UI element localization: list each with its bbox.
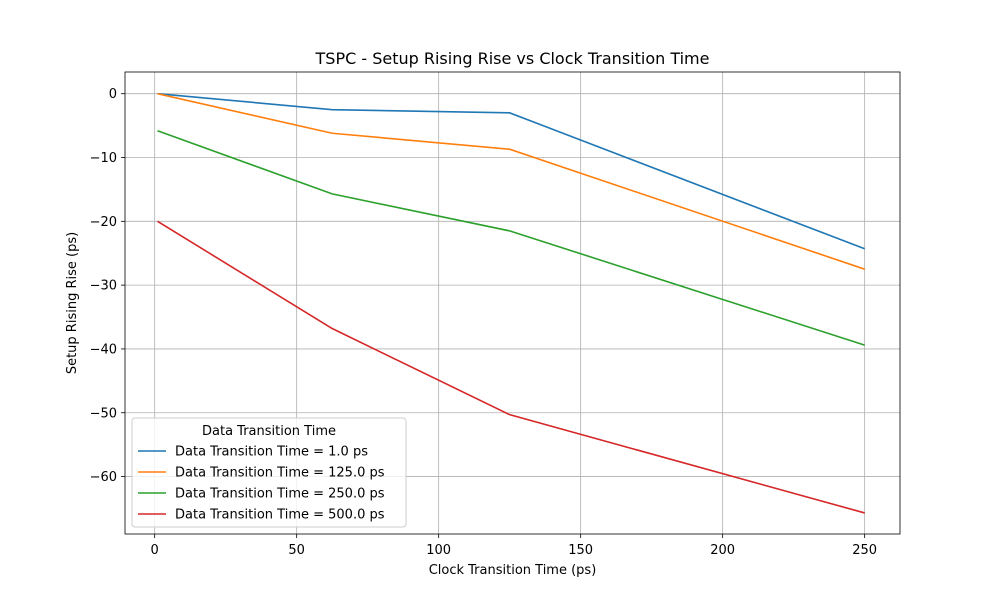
- legend-items: Data Transition Time = 1.0 ps Data Transi…: [138, 445, 385, 523]
- chart-title: TSPC - Setup Rising Rise vs Clock Transi…: [315, 49, 710, 68]
- x-tick-label: 250: [852, 543, 877, 558]
- x-tick-label: 200: [710, 543, 735, 558]
- legend-title: Data Transition Time: [202, 424, 336, 439]
- x-axis-ticks: 0 50 100 150 200 250: [151, 534, 877, 558]
- y-axis-label: Setup Rising Rise (ps): [65, 232, 80, 374]
- legend: Data Transition Time Data Transition Tim…: [131, 417, 407, 528]
- y-tick-label: −60: [90, 470, 117, 485]
- y-tick-label: −40: [90, 342, 117, 357]
- plot-frame: [124, 71, 901, 535]
- legend-label-2: Data Transition Time = 125.0 ps: [175, 466, 385, 481]
- x-axis-label: Clock Transition Time (ps): [429, 563, 597, 578]
- series-lines: [157, 92, 865, 514]
- series-line-3: [157, 129, 865, 346]
- y-tick-label: −20: [90, 215, 117, 230]
- x-tick-label: 100: [426, 543, 451, 558]
- legend-label-1: Data Transition Time = 1.0 ps: [175, 445, 368, 460]
- legend-box: [131, 417, 407, 528]
- series-line-1: [157, 92, 865, 250]
- y-axis-ticks: 0 −10 −20 −30 −40 −50 −60: [90, 87, 125, 485]
- grid: [125, 72, 900, 534]
- series-line-2: [157, 92, 865, 270]
- x-tick-label: 50: [288, 543, 305, 558]
- x-tick-label: 0: [151, 543, 159, 558]
- series-line-4: [157, 220, 865, 514]
- legend-label-4: Data Transition Time = 500.0 ps: [175, 508, 385, 523]
- y-tick-label: −10: [90, 151, 117, 166]
- y-tick-label: −50: [90, 406, 117, 421]
- y-tick-label: 0: [109, 87, 117, 102]
- legend-label-3: Data Transition Time = 250.0 ps: [175, 487, 385, 502]
- y-tick-label: −30: [90, 279, 117, 294]
- x-tick-label: 150: [568, 543, 593, 558]
